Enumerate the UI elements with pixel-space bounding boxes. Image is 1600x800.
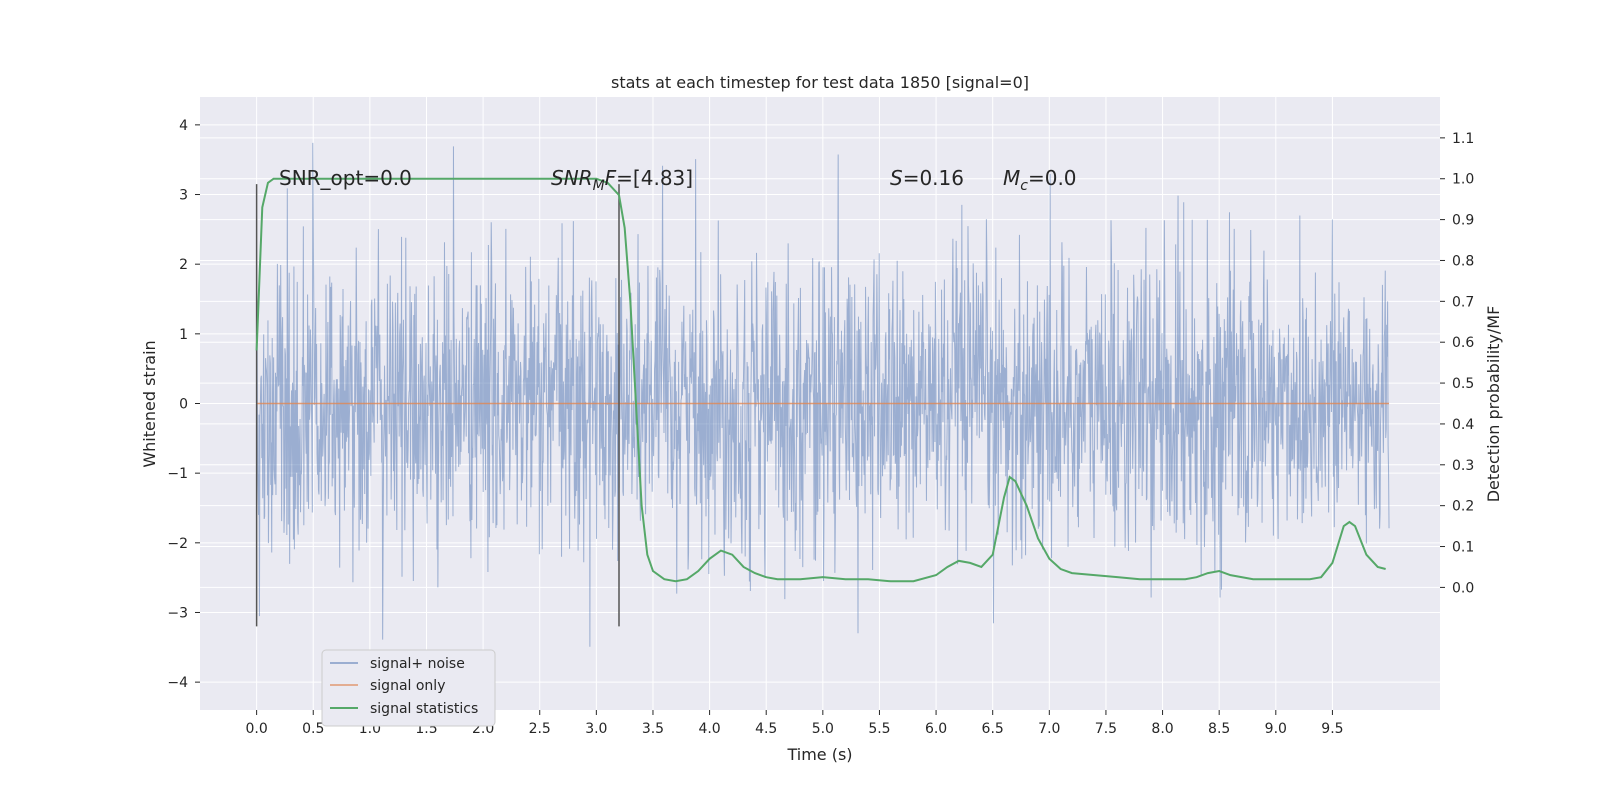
y-right-tick-label: 0.4 [1452, 417, 1474, 433]
y-right-tick-label: 0.7 [1452, 294, 1474, 310]
y-tick-label: −2 [167, 536, 188, 552]
legend-label-signal: signal only [370, 678, 445, 694]
y-right-tick-label: 0.6 [1452, 335, 1474, 351]
x-tick-label: 5.5 [868, 721, 890, 737]
legend-label-noise: signal+ noise [370, 656, 465, 672]
x-axis-label: Time (s) [786, 745, 852, 764]
y-tick-label: 0 [179, 397, 188, 413]
x-tick-label: 4.5 [755, 721, 777, 737]
annotation-mc: Mc=0.0 [1003, 166, 1077, 194]
y-right-tick-label: 0.9 [1452, 213, 1474, 229]
series-line-noise [256, 142, 1390, 647]
y-right-tick-label: 1.1 [1452, 131, 1474, 147]
x-tick-label: 3.5 [642, 721, 664, 737]
y-right-tick-label: 1.0 [1452, 172, 1474, 188]
annotation-snr-opt: SNR_opt=0.0 [279, 166, 412, 190]
y-tick-label: −4 [167, 675, 188, 691]
x-tick-label: 9.0 [1265, 721, 1287, 737]
vertical-markers [255, 184, 620, 627]
x-tick-label: 2.5 [529, 721, 551, 737]
y-axis-label: Whitened strain [140, 340, 159, 467]
y-right-tick-label: 0.2 [1452, 499, 1474, 515]
y-right-tick-label: 0.3 [1452, 458, 1474, 474]
y-tick-label: 1 [179, 327, 188, 343]
x-tick-label: 6.0 [925, 721, 947, 737]
y-right-tick-label: 0.8 [1452, 253, 1474, 269]
chart-title: stats at each timestep for test data 185… [611, 73, 1029, 92]
noise-series [256, 142, 1390, 647]
y-right-ticks: 1.1 1.0 0.9 0.8 0.7 0.6 0.5 0.4 0.3 0.2 0.1 0.0 [1440, 131, 1474, 596]
annotations: SNR_opt=0.0 SNRMF=[4.83] S=0.16 Mc=0.0 [279, 166, 1077, 194]
legend-box [321, 649, 496, 727]
x-tick-label: 0.5 [302, 721, 324, 737]
y-right-axis-label: Detection probability/MF [1484, 306, 1503, 503]
x-tick-label: 3.0 [585, 721, 607, 737]
y-tick-label: 2 [179, 257, 188, 273]
y-tick-label: 3 [179, 188, 188, 204]
annotation-s: S=0.16 [890, 166, 964, 190]
x-tick-label: 8.5 [1208, 721, 1230, 737]
signal-statistics-series [255, 177, 1386, 583]
annotation-snr-mf: SNRMF=[4.83] [551, 166, 693, 194]
legend-label-stats: signal statistics [370, 701, 478, 717]
y-ticks: 4 3 2 1 0 −1 −2 −3 −4 [167, 118, 200, 691]
legend: signal+ noise signal only signal statist… [321, 649, 496, 727]
y-right-tick-label: 0.1 [1452, 540, 1474, 556]
y-right-tick-label: 0.5 [1452, 376, 1474, 392]
x-tick-label: 8.0 [1151, 721, 1173, 737]
y-tick-label: −3 [167, 605, 188, 621]
x-tick-label: 7.5 [1095, 721, 1117, 737]
x-tick-label: 0.0 [245, 721, 267, 737]
series-line-signal-statistics [255, 177, 1386, 583]
y-tick-label: 4 [179, 118, 188, 134]
x-tick-label: 4.0 [698, 721, 720, 737]
x-tick-label: 6.5 [982, 721, 1004, 737]
x-tick-label: 9.5 [1321, 721, 1343, 737]
y-tick-label: −1 [167, 466, 188, 482]
x-tick-label: 7.0 [1038, 721, 1060, 737]
x-tick-label: 5.0 [812, 721, 834, 737]
y-right-tick-label: 0.0 [1452, 580, 1474, 596]
